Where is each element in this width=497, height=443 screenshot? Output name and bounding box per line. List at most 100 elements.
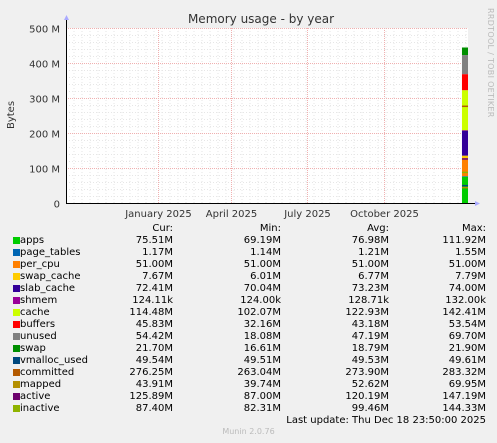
series-lines <box>461 105 468 189</box>
legend-max: 111.92M <box>442 235 486 246</box>
legend-cur: 54.42M <box>135 331 173 342</box>
y-tick-label: 400 M <box>29 60 60 71</box>
legend-min: 6.01M <box>250 271 281 282</box>
y-axis-arrow <box>64 15 69 20</box>
legend-min: 18.08M <box>243 331 281 342</box>
area-apps <box>461 176 468 203</box>
legend-name: per_cpu <box>20 259 60 270</box>
legend-name: slab_cache <box>20 283 76 294</box>
legend-avg: 76.98M <box>351 235 389 246</box>
legend-swatch <box>13 381 20 388</box>
legend-avg: 120.19M <box>345 391 389 402</box>
legend-max: 132.00k <box>445 295 486 306</box>
legend-min: 102.07M <box>237 307 281 318</box>
legend-row: per_cpu 51.00M 51.00M 51.00M 51.00M <box>0 259 497 271</box>
legend-row: inactive 87.40M 82.31M 99.46M 144.33M <box>0 403 497 415</box>
legend-row: shmem 124.11k 124.00k 128.71k 132.00k <box>0 295 497 307</box>
legend-max: 69.95M <box>448 379 486 390</box>
legend-name: mapped <box>20 379 62 390</box>
axes: 0 100 M 200 M 300 M 400 M 500 M January 2025 Ap… <box>29 15 480 220</box>
legend-min: 69.19M <box>243 235 281 246</box>
legend-avg: 47.19M <box>351 331 389 342</box>
legend-max: 147.19M <box>442 391 486 402</box>
header-cur: Cur: <box>152 223 173 234</box>
legend-max: 144.33M <box>442 403 486 414</box>
area-unused <box>461 55 468 75</box>
legend-swatch <box>13 345 20 352</box>
legend-avg: 122.93M <box>345 307 389 318</box>
header-min: Min: <box>259 223 281 234</box>
legend-avg: 6.77M <box>358 271 389 282</box>
chart-title: Memory usage - by year <box>188 12 334 26</box>
x-tick-label: July 2025 <box>283 209 331 220</box>
legend-name: committed <box>20 367 75 378</box>
legend-swatch <box>13 357 20 364</box>
legend-swatch <box>13 405 20 412</box>
area-shmem <box>461 130 468 131</box>
legend-max: 49.61M <box>448 355 486 366</box>
area-buffers <box>461 74 468 91</box>
legend-cur: 51.00M <box>135 259 173 270</box>
x-tick-label: January 2025 <box>124 209 192 220</box>
legend-swatch <box>13 249 20 256</box>
last-update: Last update: Thu Dec 18 23:50:00 2025 <box>286 415 486 426</box>
legend-min: 70.04M <box>243 283 281 294</box>
legend-max: 51.00M <box>448 259 486 270</box>
header-max: Max: <box>461 223 486 234</box>
legend-swatch <box>13 273 20 280</box>
legend-row: vmalloc_used 49.54M 49.51M 49.53M 49.61M <box>0 355 497 367</box>
legend-max: 69.70M <box>448 331 486 342</box>
legend-min: 124.00k <box>240 295 281 306</box>
legend-row: swap 21.70M 16.61M 18.79M 21.90M <box>0 343 497 355</box>
y-tick-label: 0 <box>54 200 60 211</box>
area-swap-cache <box>461 155 468 159</box>
legend-cur: 114.48M <box>129 307 173 318</box>
legend-avg: 49.53M <box>351 355 389 366</box>
legend-name: apps <box>20 235 45 246</box>
legend-max: 7.79M <box>455 271 486 282</box>
legend-avg: 43.18M <box>351 319 389 330</box>
legend-cur: 43.91M <box>135 379 173 390</box>
legend-cur: 87.40M <box>135 403 173 414</box>
grid <box>66 28 468 204</box>
legend-cur: 49.54M <box>135 355 173 366</box>
legend-row: buffers 45.83M 32.16M 43.18M 53.54M <box>0 319 497 331</box>
legend-swatch <box>13 321 20 328</box>
legend-name: swap_cache <box>20 271 81 282</box>
legend-row: swap_cache 7.67M 6.01M 6.77M 7.79M <box>0 271 497 283</box>
y-axis-label: Bytes <box>6 101 17 129</box>
area-slab-cache <box>461 130 468 156</box>
legend-min: 263.04M <box>237 367 281 378</box>
legend-swatch <box>13 285 20 292</box>
legend-header: Cur: Min: Avg: Max: <box>0 223 497 235</box>
legend-name: vmalloc_used <box>20 355 89 366</box>
legend-cur: 75.51M <box>135 235 173 246</box>
legend-row: cache 114.48M 102.07M 122.93M 142.41M <box>0 307 497 319</box>
y-tick-label: 500 M <box>29 25 60 36</box>
legend-cur: 7.67M <box>142 271 173 282</box>
x-tick-label: October 2025 <box>350 209 419 220</box>
legend-min: 82.31M <box>243 403 281 414</box>
legend-row: slab_cache 72.41M 70.04M 73.23M 74.00M <box>0 283 497 295</box>
legend-cur: 21.70M <box>135 343 173 354</box>
legend-max: 53.54M <box>448 319 486 330</box>
legend-cur: 45.83M <box>135 319 173 330</box>
legend-name: cache <box>20 307 50 318</box>
legend-avg: 99.46M <box>351 403 389 414</box>
legend-cur: 276.25M <box>129 367 173 378</box>
legend-name: page_tables <box>20 247 81 258</box>
legend-avg: 52.62M <box>351 379 389 390</box>
legend-avg: 18.79M <box>351 343 389 354</box>
legend-row: unused 54.42M 18.08M 47.19M 69.70M <box>0 331 497 343</box>
legend-name: active <box>20 391 51 402</box>
legend-avg: 51.00M <box>351 259 389 270</box>
legend-max: 283.32M <box>442 367 486 378</box>
legend-cur: 1.17M <box>142 247 173 258</box>
x-tick-label: April 2025 <box>206 209 257 220</box>
legend-swatch <box>13 393 20 400</box>
area-per-cpu <box>461 158 468 177</box>
rrdtool-label: RRDTOOL / TOBI OETIKER <box>486 8 495 118</box>
legend-max: 1.55M <box>455 247 486 258</box>
legend-name: shmem <box>20 295 58 306</box>
area-cache <box>461 90 468 131</box>
